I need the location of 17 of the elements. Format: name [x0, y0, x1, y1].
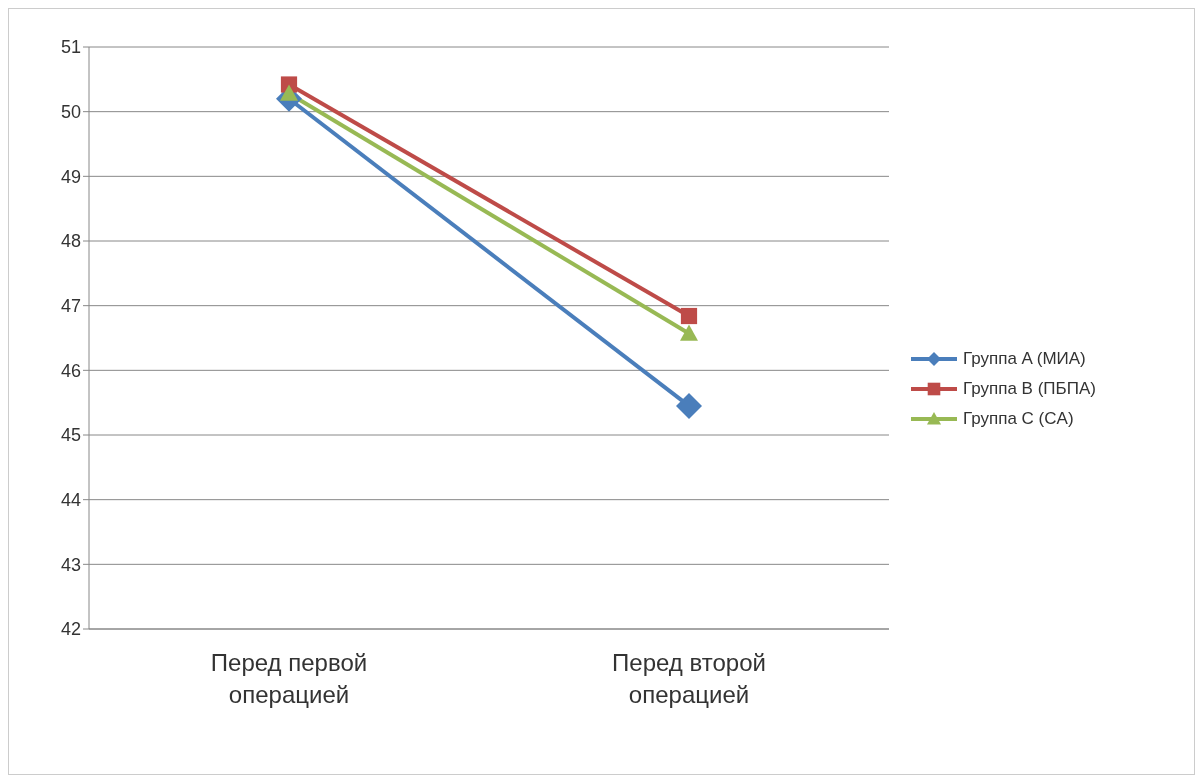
- y-tick-label: 50: [60, 102, 81, 123]
- legend-label: Группа B (ПБПА): [963, 379, 1096, 399]
- y-tick-label: 42: [60, 619, 81, 640]
- y-tick-label: 45: [60, 425, 81, 446]
- legend-label: Группа A (МИА): [963, 349, 1086, 369]
- y-tick-label: 47: [60, 296, 81, 317]
- y-tick-label: 43: [60, 554, 81, 575]
- y-tick-label: 44: [60, 490, 81, 511]
- y-tick-label: 48: [60, 231, 81, 252]
- legend-label: Группа C (CA): [963, 409, 1074, 429]
- y-tick-label: 46: [60, 360, 81, 381]
- x-tick-label: Перед второй операцией: [612, 649, 766, 708]
- point: [676, 392, 702, 419]
- y-tick-label: 51: [60, 37, 81, 58]
- x-tick-label: Перед первой операцией: [210, 649, 368, 708]
- y-tick-label: 49: [60, 166, 81, 187]
- point: [680, 307, 698, 325]
